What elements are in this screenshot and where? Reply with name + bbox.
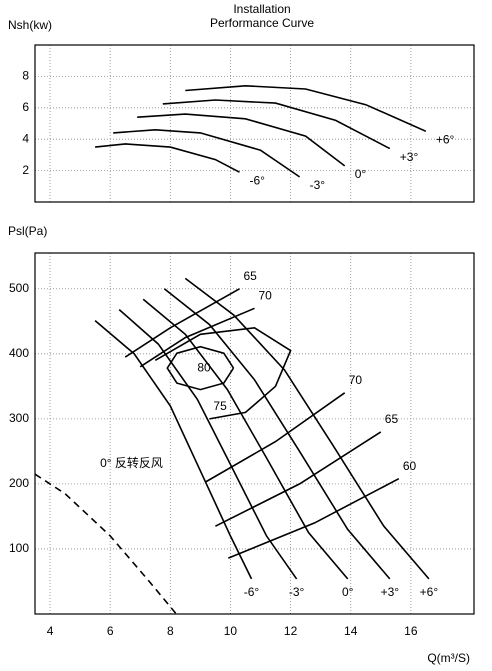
efficiency-curve xyxy=(154,326,292,420)
series-label: 0° xyxy=(342,585,354,599)
series-label: +6° xyxy=(436,133,455,147)
angle-curve xyxy=(137,113,346,167)
series-label: -3° xyxy=(289,585,305,599)
series-label: +3° xyxy=(400,150,419,164)
efficiency-curve xyxy=(139,307,255,368)
efficiency-curve xyxy=(227,477,400,559)
y-tick-label: 4 xyxy=(22,131,29,145)
efficiency-label: 70 xyxy=(259,288,273,302)
y-tick-label: 400 xyxy=(9,346,29,360)
angle-curve xyxy=(142,298,349,580)
y-tick-label: 100 xyxy=(9,541,29,555)
efficiency-label: 65 xyxy=(243,269,257,283)
series-label: +6° xyxy=(420,585,439,599)
reverse-curve xyxy=(34,473,177,615)
y-axis-label: Psl(Pa) xyxy=(8,224,47,238)
series-label: -6° xyxy=(249,173,265,187)
y-tick-label: 6 xyxy=(22,100,29,114)
x-tick-label: 14 xyxy=(344,624,358,638)
plot-frame xyxy=(34,44,475,203)
y-tick-label: 2 xyxy=(22,163,29,177)
plot-frame xyxy=(34,252,475,615)
series-label: -3° xyxy=(310,178,326,192)
x-tick-label: 10 xyxy=(224,624,238,638)
y-axis-label: Nsh(kw) xyxy=(8,18,52,32)
angle-curve xyxy=(95,143,240,173)
x-tick-label: 8 xyxy=(167,624,174,638)
angle-curve xyxy=(118,309,298,580)
x-tick-label: 6 xyxy=(107,624,114,638)
efficiency-curve xyxy=(215,431,382,527)
y-tick-label: 200 xyxy=(9,476,29,490)
angle-curve xyxy=(185,84,427,133)
efficiency-curve xyxy=(205,392,346,483)
efficiency-label: 65 xyxy=(385,412,399,426)
efficiency-curve xyxy=(166,345,235,391)
x-tick-label: 16 xyxy=(404,624,418,638)
series-label: +3° xyxy=(381,585,400,599)
angle-curve xyxy=(184,277,430,580)
chart-title: Installation xyxy=(233,2,290,16)
series-label: 0° xyxy=(355,167,367,181)
chart-subtitle: Performance Curve xyxy=(210,16,314,30)
efficiency-label: 80 xyxy=(197,360,211,374)
series-label: -6° xyxy=(244,585,260,599)
angle-curve xyxy=(162,99,391,150)
efficiency-curve xyxy=(124,288,240,358)
reverse-label: 0° 反转反风 xyxy=(100,455,163,470)
angle-curve xyxy=(94,319,253,580)
efficiency-label: 70 xyxy=(349,373,363,387)
angle-curve xyxy=(163,288,391,580)
x-axis-label: Q(m³/S) xyxy=(427,651,470,665)
y-tick-label: 500 xyxy=(9,281,29,295)
y-tick-label: 8 xyxy=(22,69,29,83)
efficiency-label: 75 xyxy=(213,399,227,413)
angle-curve xyxy=(113,128,301,178)
x-tick-label: 4 xyxy=(47,624,54,638)
x-tick-label: 12 xyxy=(284,624,298,638)
efficiency-label: 60 xyxy=(403,459,417,473)
y-tick-label: 300 xyxy=(9,411,29,425)
